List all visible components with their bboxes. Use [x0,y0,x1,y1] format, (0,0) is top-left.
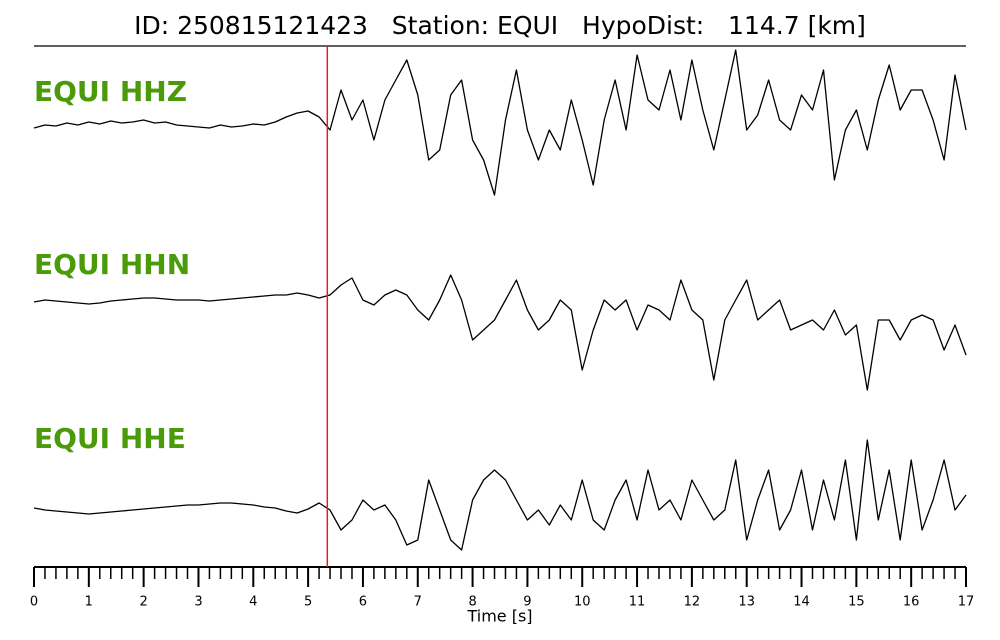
x-tick-label: 8 [468,595,476,610]
x-tick-label: 2 [140,595,148,610]
chart-title: ID: 250815121423 Station: EQUI HypoDist:… [134,11,866,40]
x-tick-label: 1 [85,595,93,610]
x-tick-label: 10 [574,595,591,610]
trace-label: EQUI HHZ [34,75,187,108]
x-tick-label: 17 [958,595,975,610]
trace-label: EQUI HHE [34,422,186,455]
x-axis-label: Time [s] [466,607,532,626]
x-tick-label: 11 [629,595,646,610]
waveform [33,439,967,551]
x-tick-label: 0 [30,595,38,610]
x-tick-label: 16 [903,595,920,610]
trace-label: EQUI HHN [34,248,190,281]
x-tick-label: 7 [414,595,422,610]
x-tick-label: 15 [848,595,865,610]
waveform [33,49,967,196]
x-tick-label: 9 [523,595,531,610]
x-tick-label: 3 [194,595,202,610]
x-tick-label: 14 [793,595,810,610]
x-tick-label: 13 [738,595,755,610]
x-tick-label: 4 [249,595,257,610]
x-tick-label: 12 [684,595,701,610]
x-tick-label: 6 [359,595,367,610]
x-tick-label: 5 [304,595,312,610]
waveform [33,274,967,391]
